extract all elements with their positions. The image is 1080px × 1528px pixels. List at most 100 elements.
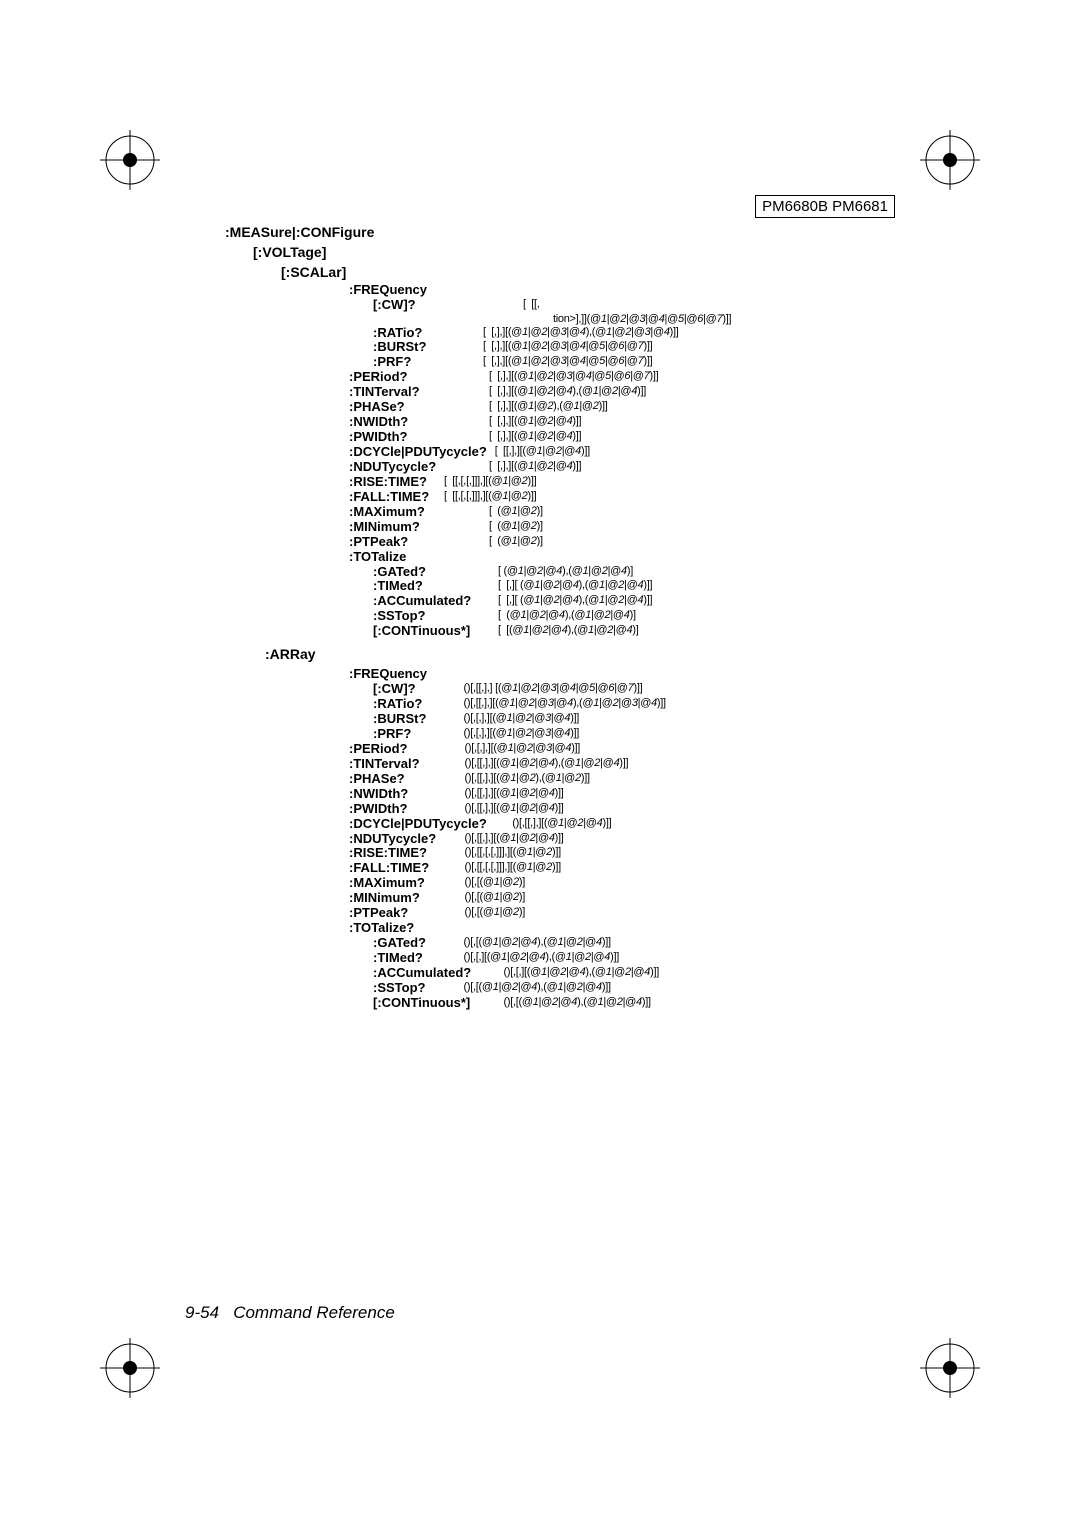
cmd-a-continuous-args: ()[,[(@1|@2|@4),(@1|@2|@4)]] xyxy=(498,996,651,1011)
cmd-rise-args: [ [[,[,[,]]],][(@1|@2)]] xyxy=(444,475,536,490)
cmd-gated-args: [ (@1|@2|@4),(@1|@2|@4)] xyxy=(498,565,633,580)
cmd-tinterval: :TINTerval? xyxy=(349,385,489,400)
cmd-a-tinterval: :TINTerval? xyxy=(349,757,459,772)
cmd-a-accumulated: :ACCumulated? xyxy=(373,966,498,981)
cmd-a-burst: :BURSt? xyxy=(373,712,458,727)
cmd-scalar: [:SCALar] xyxy=(281,265,731,279)
cmd-array-frequency: :FREQuency xyxy=(349,667,427,682)
cmd-prf-args: [ [,],][(@1|@2|@3|@4|@5|@6|@7)]] xyxy=(483,355,652,370)
cmd-ptpeak: :PTPeak? xyxy=(349,535,489,550)
cmd-a-phase-args: ()[,[[,],][(@1|@2),(@1|@2)]] xyxy=(459,772,590,787)
cmd-a-period-args: ()[,[,],][(@1|@2|@3|@4)]] xyxy=(459,742,580,757)
cmd-burst-args: [ [,],][(@1|@2|@3|@4|@5|@6|@7)]] xyxy=(483,340,652,355)
cmd-totalize: :TOTalize xyxy=(349,550,406,565)
cmd-a-ptpeak: :PTPeak? xyxy=(349,906,459,921)
cmd-dcycle-args: [ [[,],][(@1|@2|@4)]] xyxy=(487,445,590,460)
cmd-a-cw-args: ()[,[[,],] [(@1|@2|@3|@4|@5|@6|@7)]] xyxy=(458,682,642,697)
cmd-a-sstop: :SSTop? xyxy=(373,981,458,996)
cmd-scalar-frequency: :FREQuency xyxy=(349,283,427,298)
cmd-a-dcycle-args: ()[,[[,],][(@1|@2|@4)]] xyxy=(487,817,612,832)
footer-page-number: 9-54 xyxy=(185,1303,219,1322)
cmd-accumulated-args: [ [,][ (@1|@2|@4),(@1|@2|@4)]] xyxy=(498,594,652,609)
cmd-cw-args2: tion>],]](@1|@2|@3|@4|@5|@6|@7)]] xyxy=(483,313,731,326)
cmd-nwidth-args: [ [,],][(@1|@2|@4)]] xyxy=(489,415,581,430)
cmd-a-fall: :FALL:TIME? xyxy=(349,861,459,876)
cmd-min: :MINimum? xyxy=(349,520,489,535)
header-model-box: PM6680B PM6681 xyxy=(755,195,895,218)
crop-mark-tl xyxy=(100,130,160,190)
cmd-ratio: :RATio? xyxy=(373,326,483,341)
cmd-a-prf: :PRF? xyxy=(373,727,458,742)
cmd-timed: :TIMed? xyxy=(373,579,498,594)
cmd-cw-args: [ [[, xyxy=(483,298,540,313)
cmd-a-timed: :TIMed? xyxy=(373,951,458,966)
cmd-sstop: :SSTop? xyxy=(373,609,498,624)
cmd-period: :PERiod? xyxy=(349,370,489,385)
cmd-a-prf-args: ()[,[,],][(@1|@2|@3|@4)]] xyxy=(458,727,579,742)
cmd-phase: :PHASe? xyxy=(349,400,489,415)
cmd-pwidth-args: [ [,],][(@1|@2|@4)]] xyxy=(489,430,581,445)
cmd-nwidth: :NWIDth? xyxy=(349,415,489,430)
cmd-a-ratio-args: ()[,[[,],][(@1|@2|@3|@4),(@1|@2|@3|@4)]] xyxy=(458,697,666,712)
cmd-a-cw: [:CW]? xyxy=(373,682,458,697)
cmd-a-gated: :GATed? xyxy=(373,936,458,951)
cmd-tinterval-args: [ [,],][(@1|@2|@4),(@1|@2|@4)]] xyxy=(489,385,646,400)
cmd-timed-args: [ [,][ (@1|@2|@4),(@1|@2|@4)]] xyxy=(498,579,652,594)
cmd-fall-args: [ [[,[,[,]]],][(@1|@2)]] xyxy=(444,490,536,505)
cmd-nduty-args: [ [,],][(@1|@2|@4)]] xyxy=(489,460,581,475)
cmd-a-nduty-args: ()[,[[,],][(@1|@2|@4)]] xyxy=(459,832,564,847)
cmd-gated: :GATed? xyxy=(373,565,498,580)
cmd-a-continuous: [:CONTinuous*] xyxy=(373,996,498,1011)
cmd-sstop-args: [ (@1|@2|@4),(@1|@2|@4)] xyxy=(498,609,636,624)
footer-title: Command Reference xyxy=(233,1303,395,1322)
crop-mark-tr xyxy=(920,130,980,190)
cmd-a-nwidth: :NWIDth? xyxy=(349,787,459,802)
cmd-a-ratio: :RATio? xyxy=(373,697,458,712)
cmd-accumulated: :ACCumulated? xyxy=(373,594,498,609)
cmd-a-totalize: :TOTalize? xyxy=(349,921,414,936)
cmd-rise: :RISE:TIME? xyxy=(349,475,444,490)
cmd-a-tinterval-args: ()[,[[,],][(@1|@2|@4),(@1|@2|@4)]] xyxy=(459,757,628,772)
cmd-a-fall-args: ()[,[[,[,[,]]],][(@1|@2)]] xyxy=(459,861,561,876)
cmd-a-min: :MINimum? xyxy=(349,891,459,906)
cmd-period-args: [ [,],][(@1|@2|@3|@4|@5|@6|@7)]] xyxy=(489,370,658,385)
crop-mark-br xyxy=(920,1338,980,1398)
cmd-a-phase: :PHASe? xyxy=(349,772,459,787)
crop-mark-bl xyxy=(100,1338,160,1398)
cmd-cw: [:CW]? xyxy=(373,298,483,313)
page-footer: 9-54 Command Reference xyxy=(185,1303,395,1323)
cmd-a-period: :PERiod? xyxy=(349,742,459,757)
cmd-ratio-args: [ [,],][(@1|@2|@3|@4),(@1|@2|@3|@4)]] xyxy=(483,326,679,341)
cmd-root: :MEASure|:CONFigure xyxy=(225,225,731,239)
cmd-phase-args: [ [,],][(@1|@2),(@1|@2)]] xyxy=(489,400,608,415)
cmd-a-burst-args: ()[,[,],][(@1|@2|@3|@4)]] xyxy=(458,712,579,727)
cmd-a-dcycle: :DCYCle|PDUTycycle? xyxy=(349,817,487,832)
cmd-a-rise: :RISE:TIME? xyxy=(349,846,459,861)
cmd-min-args: [ (@1|@2)] xyxy=(489,520,543,535)
cmd-a-pwidth-args: ()[,[[,],][(@1|@2|@4)]] xyxy=(459,802,564,817)
cmd-ptpeak-args: [ (@1|@2)] xyxy=(489,535,543,550)
cmd-a-max: :MAXimum? xyxy=(349,876,459,891)
cmd-a-gated-args: ()[,[(@1|@2|@4),(@1|@2|@4)]] xyxy=(458,936,611,951)
cmd-a-ptpeak-args: ()[,[(@1|@2)] xyxy=(459,906,525,921)
cmd-a-nwidth-args: ()[,[[,],][(@1|@2|@4)]] xyxy=(459,787,564,802)
cmd-a-pwidth: :PWIDth? xyxy=(349,802,459,817)
cmd-voltage: [:VOLTage] xyxy=(253,245,731,259)
cmd-fall: :FALL:TIME? xyxy=(349,490,444,505)
cmd-a-min-args: ()[,[(@1|@2)] xyxy=(459,891,525,906)
cmd-nduty: :NDUTycycle? xyxy=(349,460,489,475)
cmd-continuous-args: [ [(@1|@2|@4),(@1|@2|@4)] xyxy=(498,624,638,639)
cmd-a-sstop-args: ()[,[(@1|@2|@4),(@1|@2|@4)]] xyxy=(458,981,611,996)
cmd-array: :ARRay xyxy=(265,647,731,661)
command-tree: :MEASure|:CONFigure [:VOLTage] [:SCALar]… xyxy=(225,225,731,1013)
cmd-a-accumulated-args: ()[,[,][(@1|@2|@4),(@1|@2|@4)]] xyxy=(498,966,659,981)
cmd-a-max-args: ()[,[(@1|@2)] xyxy=(459,876,525,891)
cmd-max: :MAXimum? xyxy=(349,505,489,520)
cmd-continuous: [:CONTinuous*] xyxy=(373,624,498,639)
cmd-a-timed-args: ()[,[,][(@1|@2|@4),(@1|@2|@4)]] xyxy=(458,951,619,966)
cmd-a-rise-args: ()[,[[,[,[,]]],][(@1|@2)]] xyxy=(459,846,561,861)
cmd-dcycle: :DCYCle|PDUTycycle? xyxy=(349,445,487,460)
cmd-max-args: [ (@1|@2)] xyxy=(489,505,543,520)
cmd-pwidth: :PWIDth? xyxy=(349,430,489,445)
cmd-burst: :BURSt? xyxy=(373,340,483,355)
